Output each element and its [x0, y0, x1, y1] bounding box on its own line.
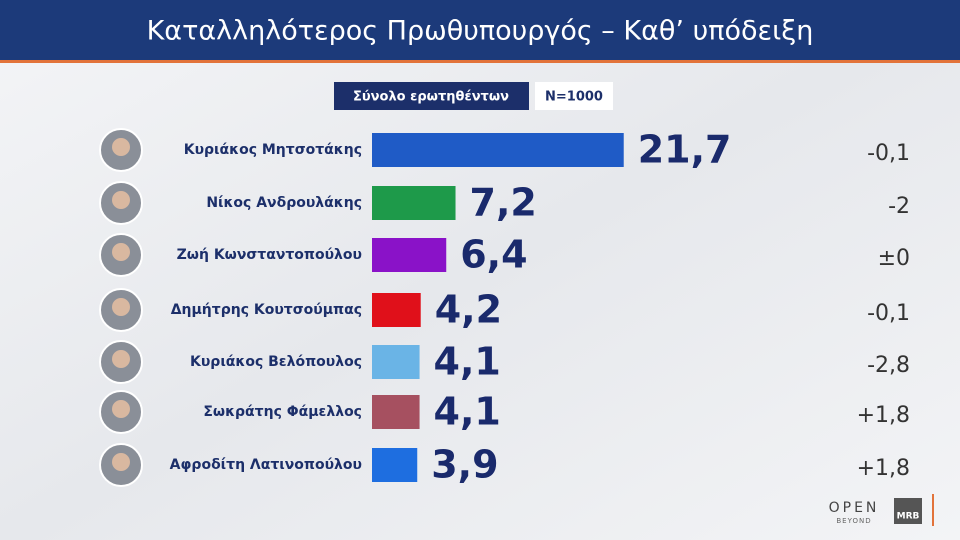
subtitle: Σύνολο ερωτηθέντων [353, 90, 509, 105]
portrait-face [112, 350, 130, 368]
value-label: 4,2 [435, 288, 502, 332]
logo: MRB [897, 512, 920, 522]
value-label: 7,2 [470, 181, 537, 225]
subtitle-box [334, 82, 529, 110]
category-label: Δημήτρης Κουτσούμπας [171, 302, 362, 318]
logo-box [894, 498, 922, 524]
portrait-face [112, 138, 130, 156]
change-label: +1,8 [857, 403, 910, 428]
portrait-face [112, 298, 130, 316]
logo: BEYOND [836, 517, 871, 525]
header [0, 0, 960, 60]
change-label: -0,1 [867, 141, 910, 166]
bar [372, 395, 420, 429]
portrait-face [112, 243, 130, 261]
bar [372, 345, 420, 379]
logo-rule [932, 494, 934, 526]
portrait-face [112, 400, 130, 418]
bar [372, 133, 624, 167]
change-label: -2,8 [867, 353, 910, 378]
category-label: Σωκράτης Φάμελλος [203, 404, 362, 420]
category-label: Ζωή Κωνσταντοπούλου [177, 247, 362, 263]
bar [372, 238, 447, 272]
category-label: Κυριάκος Βελόπουλος [190, 354, 362, 370]
bar [372, 293, 421, 327]
logo: OPEN [829, 500, 880, 516]
sample-box [535, 82, 613, 110]
change-label: ±0 [878, 246, 910, 271]
value-label: 21,7 [638, 128, 732, 172]
bar [372, 448, 418, 482]
portrait-face [112, 191, 130, 209]
bar [372, 186, 456, 220]
change-label: -0,1 [867, 301, 910, 326]
value-label: 3,9 [431, 443, 498, 487]
category-label: Νίκος Ανδρουλάκης [206, 195, 362, 211]
value-label: 6,4 [460, 233, 527, 277]
sample: N=1000 [545, 90, 603, 105]
value-label: 4,1 [434, 340, 501, 384]
value-label: 4,1 [434, 390, 501, 434]
chart-title: Καταλληλότερος Πρωθυπουργός – Καθ’ υπόδε… [147, 16, 814, 47]
header-rule [0, 60, 960, 63]
change-label: +1,8 [857, 456, 910, 481]
category-label: Αφροδίτη Λατινοπούλου [170, 457, 362, 473]
category-label: Κυριάκος Μητσοτάκης [184, 142, 362, 158]
portrait-face [112, 453, 130, 471]
change-label: -2 [888, 194, 910, 219]
